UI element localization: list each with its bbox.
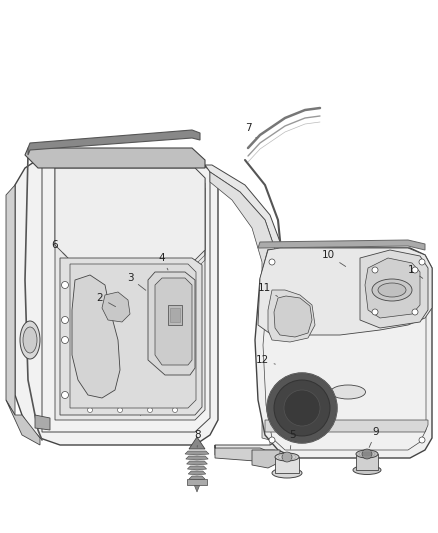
Polygon shape bbox=[210, 172, 278, 445]
Text: 7: 7 bbox=[245, 123, 256, 138]
Circle shape bbox=[187, 395, 193, 401]
Circle shape bbox=[269, 437, 275, 443]
Polygon shape bbox=[72, 275, 120, 398]
Ellipse shape bbox=[275, 453, 299, 461]
Circle shape bbox=[117, 408, 123, 413]
Circle shape bbox=[419, 259, 425, 265]
Polygon shape bbox=[35, 415, 50, 430]
Circle shape bbox=[61, 317, 68, 324]
Circle shape bbox=[148, 408, 152, 413]
Ellipse shape bbox=[272, 468, 302, 478]
Ellipse shape bbox=[372, 279, 412, 301]
Polygon shape bbox=[28, 130, 200, 155]
Text: 4: 4 bbox=[159, 253, 168, 270]
Polygon shape bbox=[360, 250, 428, 328]
Polygon shape bbox=[187, 461, 208, 465]
Polygon shape bbox=[148, 272, 195, 375]
Polygon shape bbox=[356, 454, 378, 470]
Circle shape bbox=[187, 351, 193, 357]
Polygon shape bbox=[189, 476, 205, 480]
Polygon shape bbox=[170, 308, 180, 322]
Polygon shape bbox=[193, 482, 201, 492]
Polygon shape bbox=[215, 445, 275, 462]
Polygon shape bbox=[55, 168, 205, 420]
Text: 11: 11 bbox=[258, 283, 278, 296]
Circle shape bbox=[173, 408, 177, 413]
Polygon shape bbox=[185, 451, 209, 455]
Polygon shape bbox=[15, 158, 218, 445]
Polygon shape bbox=[274, 296, 312, 337]
Polygon shape bbox=[188, 471, 206, 475]
Polygon shape bbox=[187, 466, 207, 470]
Circle shape bbox=[269, 259, 275, 265]
Polygon shape bbox=[55, 168, 205, 260]
Polygon shape bbox=[70, 264, 196, 408]
Circle shape bbox=[412, 267, 418, 273]
Circle shape bbox=[267, 373, 337, 443]
Text: 3: 3 bbox=[127, 273, 146, 290]
Circle shape bbox=[61, 392, 68, 399]
Polygon shape bbox=[155, 278, 192, 365]
Polygon shape bbox=[258, 248, 432, 335]
Circle shape bbox=[274, 380, 330, 436]
Text: 12: 12 bbox=[255, 355, 276, 365]
Polygon shape bbox=[205, 165, 285, 455]
Ellipse shape bbox=[20, 321, 40, 359]
Circle shape bbox=[372, 309, 378, 315]
Polygon shape bbox=[186, 456, 208, 460]
Text: 1: 1 bbox=[408, 265, 423, 278]
Polygon shape bbox=[268, 290, 315, 342]
Polygon shape bbox=[255, 248, 432, 458]
Polygon shape bbox=[252, 450, 280, 468]
Polygon shape bbox=[102, 292, 130, 322]
Text: 10: 10 bbox=[321, 250, 346, 266]
Text: 5: 5 bbox=[289, 430, 295, 449]
Ellipse shape bbox=[331, 385, 365, 399]
Ellipse shape bbox=[23, 327, 37, 353]
Polygon shape bbox=[168, 305, 182, 325]
Circle shape bbox=[282, 452, 292, 462]
Circle shape bbox=[187, 329, 193, 335]
Polygon shape bbox=[6, 400, 40, 445]
Polygon shape bbox=[265, 420, 428, 432]
Polygon shape bbox=[6, 185, 15, 415]
Circle shape bbox=[372, 267, 378, 273]
Text: 9: 9 bbox=[369, 427, 379, 448]
Ellipse shape bbox=[353, 465, 381, 474]
Text: 6: 6 bbox=[52, 240, 66, 256]
Polygon shape bbox=[365, 258, 420, 318]
Polygon shape bbox=[258, 240, 425, 250]
Circle shape bbox=[362, 449, 372, 459]
Text: 8: 8 bbox=[194, 430, 201, 447]
Circle shape bbox=[419, 437, 425, 443]
Circle shape bbox=[61, 281, 68, 288]
Polygon shape bbox=[60, 258, 202, 415]
Circle shape bbox=[61, 336, 68, 343]
Circle shape bbox=[187, 285, 193, 291]
Circle shape bbox=[187, 373, 193, 379]
Circle shape bbox=[412, 309, 418, 315]
Polygon shape bbox=[189, 437, 205, 449]
Circle shape bbox=[187, 307, 193, 313]
Polygon shape bbox=[25, 148, 205, 168]
Polygon shape bbox=[187, 479, 207, 485]
Circle shape bbox=[284, 390, 320, 426]
Polygon shape bbox=[275, 457, 299, 473]
Ellipse shape bbox=[356, 450, 378, 458]
Circle shape bbox=[88, 408, 92, 413]
Ellipse shape bbox=[378, 283, 406, 297]
Text: 2: 2 bbox=[97, 293, 116, 306]
